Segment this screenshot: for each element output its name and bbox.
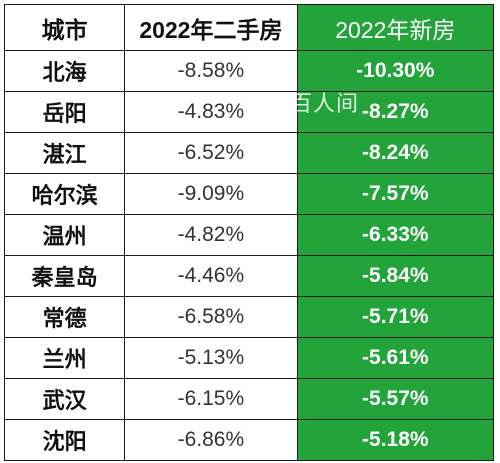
new-home-change-cell: -5.18% xyxy=(296,419,495,461)
new-home-change-cell: -5.71% xyxy=(296,296,495,338)
city-cell: 秦皇岛 xyxy=(3,255,126,297)
price-change-table: 城市 2022年二手房 2022年新房 北海 -8.58% -10.30% 岳阳… xyxy=(3,4,495,461)
table-row: 哈尔滨 -9.09% -7.57% xyxy=(3,173,495,215)
table-row: 北海 -8.58% -10.30% xyxy=(3,50,495,92)
new-home-change-cell: -8.27% xyxy=(296,91,495,133)
used-home-change-cell: -6.52% xyxy=(124,132,298,174)
header-new-home: 2022年新房 xyxy=(296,4,495,51)
new-home-change-cell: -5.61% xyxy=(296,337,495,379)
city-cell: 常德 xyxy=(3,296,126,338)
header-row: 城市 2022年二手房 2022年新房 xyxy=(3,4,495,51)
new-home-change-cell: -6.33% xyxy=(296,214,495,256)
table-row: 武汉 -6.15% -5.57% xyxy=(3,378,495,420)
used-home-change-cell: -4.82% xyxy=(124,214,298,256)
used-home-change-cell: -4.46% xyxy=(124,255,298,297)
header-used-home: 2022年二手房 xyxy=(124,4,298,51)
table-row: 沈阳 -6.86% -5.18% xyxy=(3,419,495,461)
new-home-change-cell: -8.24% xyxy=(296,132,495,174)
city-cell: 武汉 xyxy=(3,378,126,420)
table-row: 秦皇岛 -4.46% -5.84% xyxy=(3,255,495,297)
used-home-change-cell: -9.09% xyxy=(124,173,298,215)
new-home-change-cell: -5.84% xyxy=(296,255,495,297)
table-row: 岳阳 -4.83% -8.27% xyxy=(3,91,495,133)
used-home-change-cell: -5.13% xyxy=(124,337,298,379)
used-home-change-cell: -8.58% xyxy=(124,50,298,92)
table-row: 湛江 -6.52% -8.24% xyxy=(3,132,495,174)
used-home-change-cell: -6.86% xyxy=(124,419,298,461)
city-cell: 湛江 xyxy=(3,132,126,174)
city-cell: 岳阳 xyxy=(3,91,126,133)
city-cell: 沈阳 xyxy=(3,419,126,461)
city-cell: 北海 xyxy=(3,50,126,92)
header-city: 城市 xyxy=(3,4,126,51)
new-home-change-cell: -5.57% xyxy=(296,378,495,420)
city-cell: 哈尔滨 xyxy=(3,173,126,215)
used-home-change-cell: -6.58% xyxy=(124,296,298,338)
used-home-change-cell: -6.15% xyxy=(124,378,298,420)
city-cell: 温州 xyxy=(3,214,126,256)
used-home-change-cell: -4.83% xyxy=(124,91,298,133)
new-home-change-cell: -7.57% xyxy=(296,173,495,215)
table-row: 兰州 -5.13% -5.61% xyxy=(3,337,495,379)
table-row: 温州 -4.82% -6.33% xyxy=(3,214,495,256)
table-row: 常德 -6.58% -5.71% xyxy=(3,296,495,338)
city-cell: 兰州 xyxy=(3,337,126,379)
new-home-change-cell: -10.30% xyxy=(296,50,495,92)
